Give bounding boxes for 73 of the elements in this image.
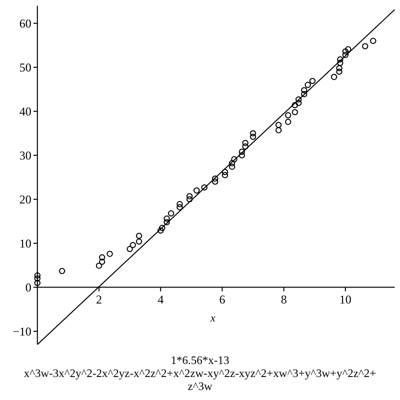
point [186,196,193,202]
x-tick-label: 2 [96,292,102,306]
point [212,178,218,185]
y-tick-label: 20 [19,192,32,206]
point [34,272,40,279]
point [212,176,218,182]
point [159,224,166,231]
point [304,82,311,88]
point [201,184,208,191]
point [158,227,164,234]
point [285,118,292,125]
point [301,91,308,98]
x-tick-label: 8 [280,292,287,306]
point [186,193,193,200]
point [296,100,302,106]
point [164,216,170,222]
point [336,65,342,72]
point [275,122,282,128]
point [176,204,183,210]
point [250,134,256,140]
point [222,168,228,176]
point [238,148,246,155]
point [337,56,344,62]
point [136,232,142,239]
point [275,127,282,134]
point [58,268,66,274]
point [242,143,248,150]
point [106,250,113,257]
point [242,140,248,146]
point [194,187,200,194]
point [168,210,174,216]
point [98,258,106,265]
point [228,164,236,170]
point [231,156,238,162]
point [136,238,142,245]
point [309,78,316,84]
point [336,68,342,75]
y-tick-label: 50 [19,60,32,74]
point [292,102,298,108]
point [34,275,40,282]
x-tick-label: 10 [339,292,352,306]
point [345,46,352,52]
point [292,109,298,116]
point [130,242,136,248]
point [164,219,170,226]
point [238,152,246,158]
y-tick-label: 10 [19,236,32,250]
point [176,201,183,208]
point [342,52,349,58]
point [96,262,102,269]
text: x^3w-3x^2y^2-2x^2yz-x^2z^2+x^2zw-xy^2z-xyz^2+xw^3+y^3w+y^2z^2+z^3w [24,368,376,393]
point [362,43,368,50]
x-tick-label: 4 [158,292,164,306]
point [250,130,256,136]
point [222,172,228,178]
point [126,246,133,252]
point [296,96,302,103]
text: 1*6.56*x-13 [170,355,230,367]
y-tick-label: 0 [25,280,32,294]
y-tick-label: 40 [19,104,32,118]
x-tick-label: 6 [219,292,226,306]
point [98,254,106,260]
point [370,38,376,44]
point [337,60,344,66]
y-tick-label: −10 [12,324,32,338]
point [285,112,292,118]
point [330,74,338,80]
point [342,48,349,55]
x-axis-title: x [210,312,216,324]
point [228,160,236,166]
point [301,87,308,94]
y-tick-label: 30 [19,148,32,162]
y-tick-label: 60 [19,16,32,30]
